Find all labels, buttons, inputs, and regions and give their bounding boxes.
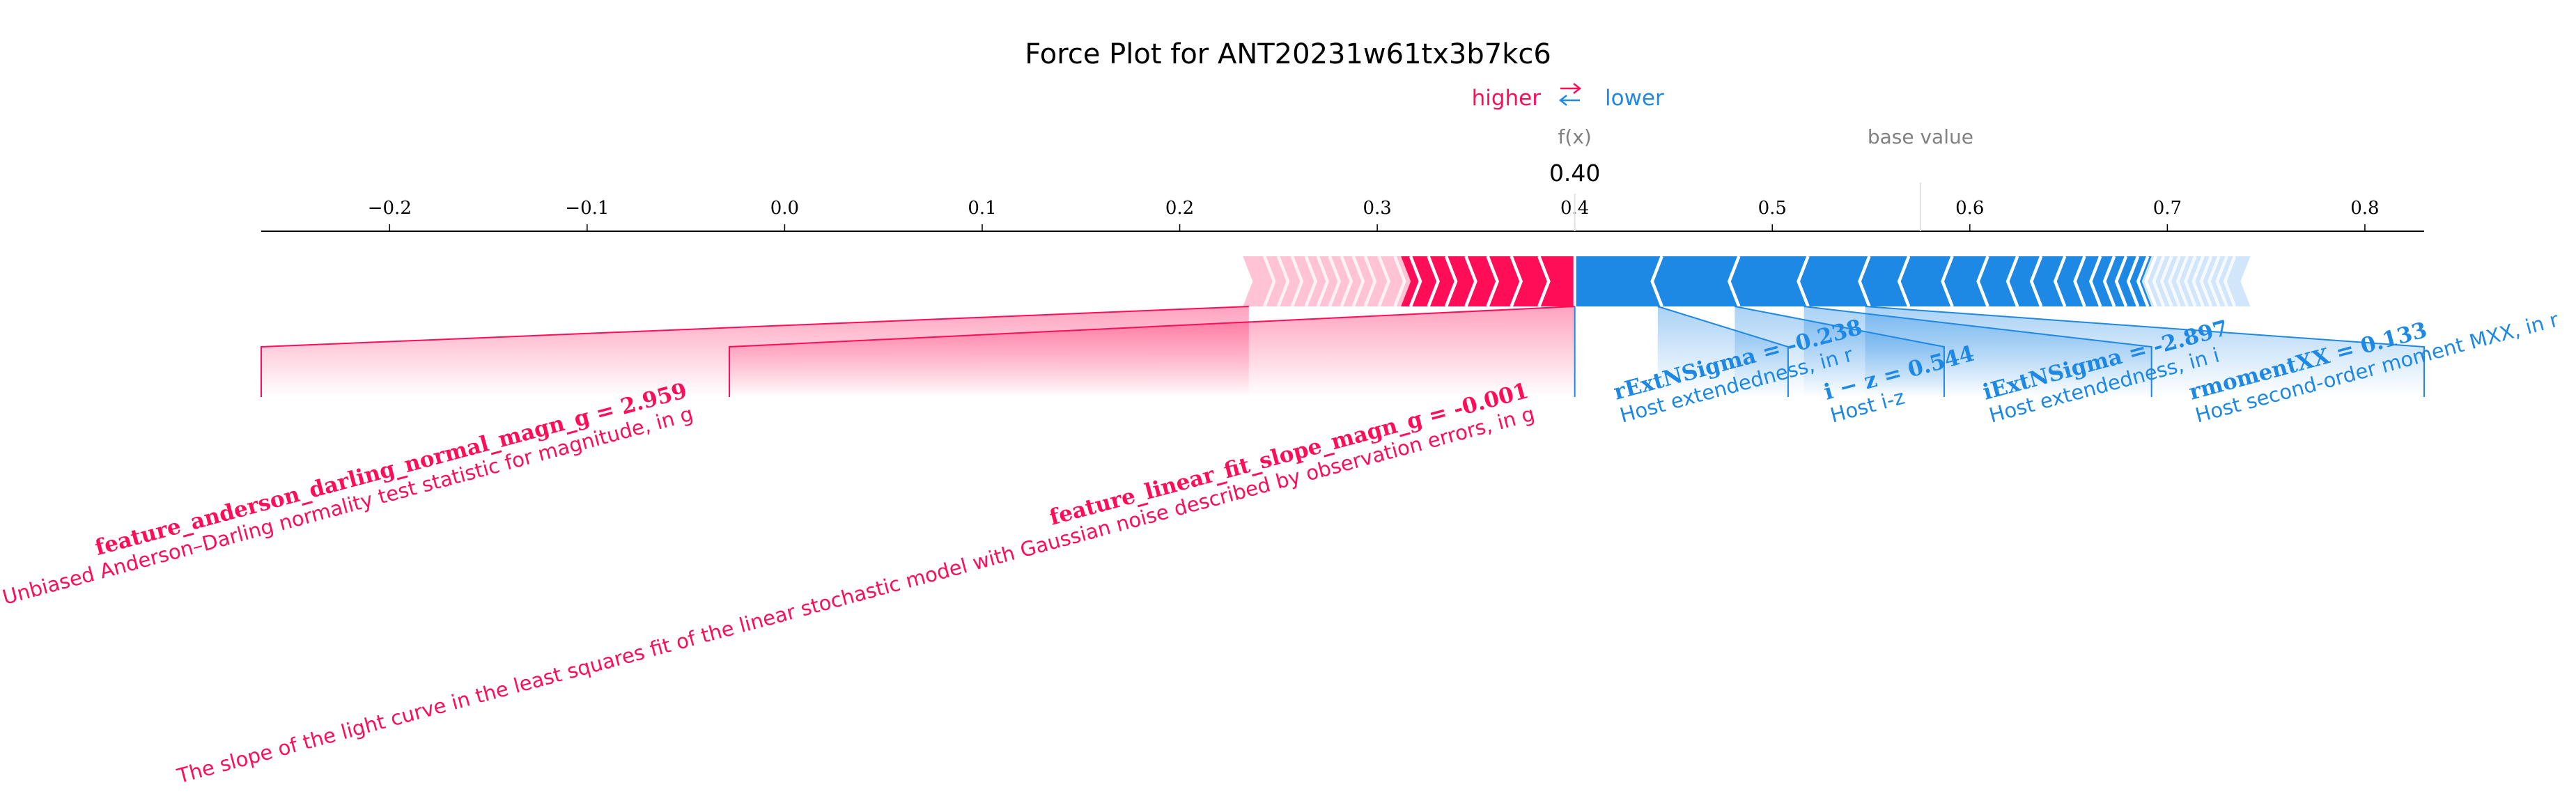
negative-segment-divider bbox=[1727, 256, 1741, 307]
negative-segment-divider bbox=[2114, 256, 2128, 307]
positive-segment-divider bbox=[1393, 256, 1406, 307]
positive-segment-divider bbox=[1290, 256, 1304, 307]
feature-label-positive-2: feature_linear_fit_slope_magn_g = -0.001… bbox=[174, 378, 1537, 788]
positive-segment-divider bbox=[1427, 256, 1440, 307]
positive-segment-divider bbox=[1263, 256, 1276, 307]
x-tick-label: 0.3 bbox=[1363, 198, 1391, 219]
negative-bar bbox=[1574, 256, 2152, 306]
positive-segment-divider bbox=[1510, 256, 1523, 307]
feature-name: feature_linear_fit_slope_magn_g = -0.001 bbox=[1047, 378, 1531, 531]
x-tick-label: 0.7 bbox=[2153, 198, 2182, 219]
negative-segment-divider bbox=[2208, 256, 2221, 307]
negative-segment-divider bbox=[2183, 256, 2197, 307]
positive-segment-divider bbox=[1304, 256, 1318, 307]
force-bars bbox=[1243, 256, 2251, 307]
x-tick-label: 0.5 bbox=[1758, 198, 1787, 219]
negative-segment-divider bbox=[1941, 256, 1954, 307]
feature-label-positive-1: feature_anderson_darling_normal_magn_g =… bbox=[0, 378, 696, 609]
fx-value: 0.40 bbox=[1549, 159, 1600, 187]
legend-higher: higher bbox=[1472, 86, 1542, 111]
negative-segment-divider bbox=[2029, 256, 2043, 307]
x-tick-label: −0.2 bbox=[368, 198, 412, 219]
negative-segment-divider bbox=[2152, 256, 2166, 307]
feature-link-shade bbox=[1865, 306, 2424, 397]
x-tick-label: 0.0 bbox=[770, 198, 799, 219]
negative-segment-divider bbox=[2073, 256, 2086, 307]
base-value-label: base value bbox=[1868, 125, 1973, 148]
x-tick-label: 0.1 bbox=[968, 198, 996, 219]
negative-segment-divider bbox=[2215, 256, 2228, 307]
feature-description: Unbiased Anderson–Darling normality test… bbox=[0, 402, 696, 609]
negative-segment-divider bbox=[2136, 256, 2150, 307]
positive-segment-divider bbox=[1316, 256, 1330, 307]
positive-segment-divider bbox=[1340, 256, 1353, 307]
negative-segment-divider bbox=[1976, 256, 1989, 307]
feature-link-positive bbox=[729, 306, 1575, 397]
x-tick-label: 0.2 bbox=[1165, 198, 1194, 219]
negative-tail bbox=[2141, 256, 2251, 306]
negative-segment-divider bbox=[2159, 256, 2173, 307]
positive-segment-divider bbox=[1351, 256, 1365, 307]
positive-segment-divider bbox=[1363, 256, 1377, 307]
positive-bar bbox=[1401, 256, 1575, 306]
negative-segment-divider bbox=[2005, 256, 2019, 307]
feature-link-positive bbox=[261, 306, 1249, 397]
positive-segment-divider bbox=[1328, 256, 1342, 307]
positive-segment-divider bbox=[1537, 256, 1551, 307]
legend-lower: lower bbox=[1605, 86, 1664, 111]
negative-segment-divider bbox=[2168, 256, 2181, 307]
negative-segment-divider bbox=[2175, 256, 2189, 307]
negative-segment-divider bbox=[1650, 256, 1663, 307]
negative-segment-divider bbox=[1897, 256, 1911, 307]
negative-segment-divider bbox=[2126, 256, 2140, 307]
negative-segment-divider bbox=[1797, 256, 1810, 307]
negative-segment-divider bbox=[2223, 256, 2237, 307]
negative-segment-divider bbox=[1858, 256, 1871, 307]
feature-link-shade bbox=[729, 306, 1575, 397]
positive-segment-divider bbox=[1409, 256, 1422, 307]
feature-link-negative bbox=[1865, 306, 2425, 397]
negative-segment-divider bbox=[2102, 256, 2116, 307]
positive-segment-divider bbox=[1276, 256, 1290, 307]
negative-segment-divider bbox=[2053, 256, 2067, 307]
legend: higher lower bbox=[1472, 83, 1664, 111]
positive-segment-divider bbox=[1464, 256, 1477, 307]
negative-segment-divider bbox=[2088, 256, 2102, 307]
x-tick-label: 0.6 bbox=[1955, 198, 1984, 219]
positive-segment-divider bbox=[1444, 256, 1458, 307]
positive-segment-divider bbox=[1486, 256, 1500, 307]
negative-segment-divider bbox=[2191, 256, 2205, 307]
positive-segment-divider bbox=[1377, 256, 1391, 307]
negative-segment-divider bbox=[2199, 256, 2213, 307]
x-tick-label: −0.1 bbox=[565, 198, 609, 219]
legend-arrows bbox=[1558, 83, 1582, 106]
chart-title: Force Plot for ANT20231w61tx3b7kc6 bbox=[1025, 38, 1551, 70]
x-tick-label: 0.8 bbox=[2350, 198, 2379, 219]
feature-links bbox=[261, 306, 2425, 397]
fx-label: f(x) bbox=[1558, 125, 1592, 148]
x-axis: −0.2 −0.1 0.0 0.1 0.2 0.3 0.4 0.5 0.6 0.7 0.8base … bbox=[261, 125, 2424, 232]
feature-name: feature_anderson_darling_normal_magn_g =… bbox=[93, 378, 690, 561]
negative-segment-divider bbox=[2144, 256, 2157, 307]
